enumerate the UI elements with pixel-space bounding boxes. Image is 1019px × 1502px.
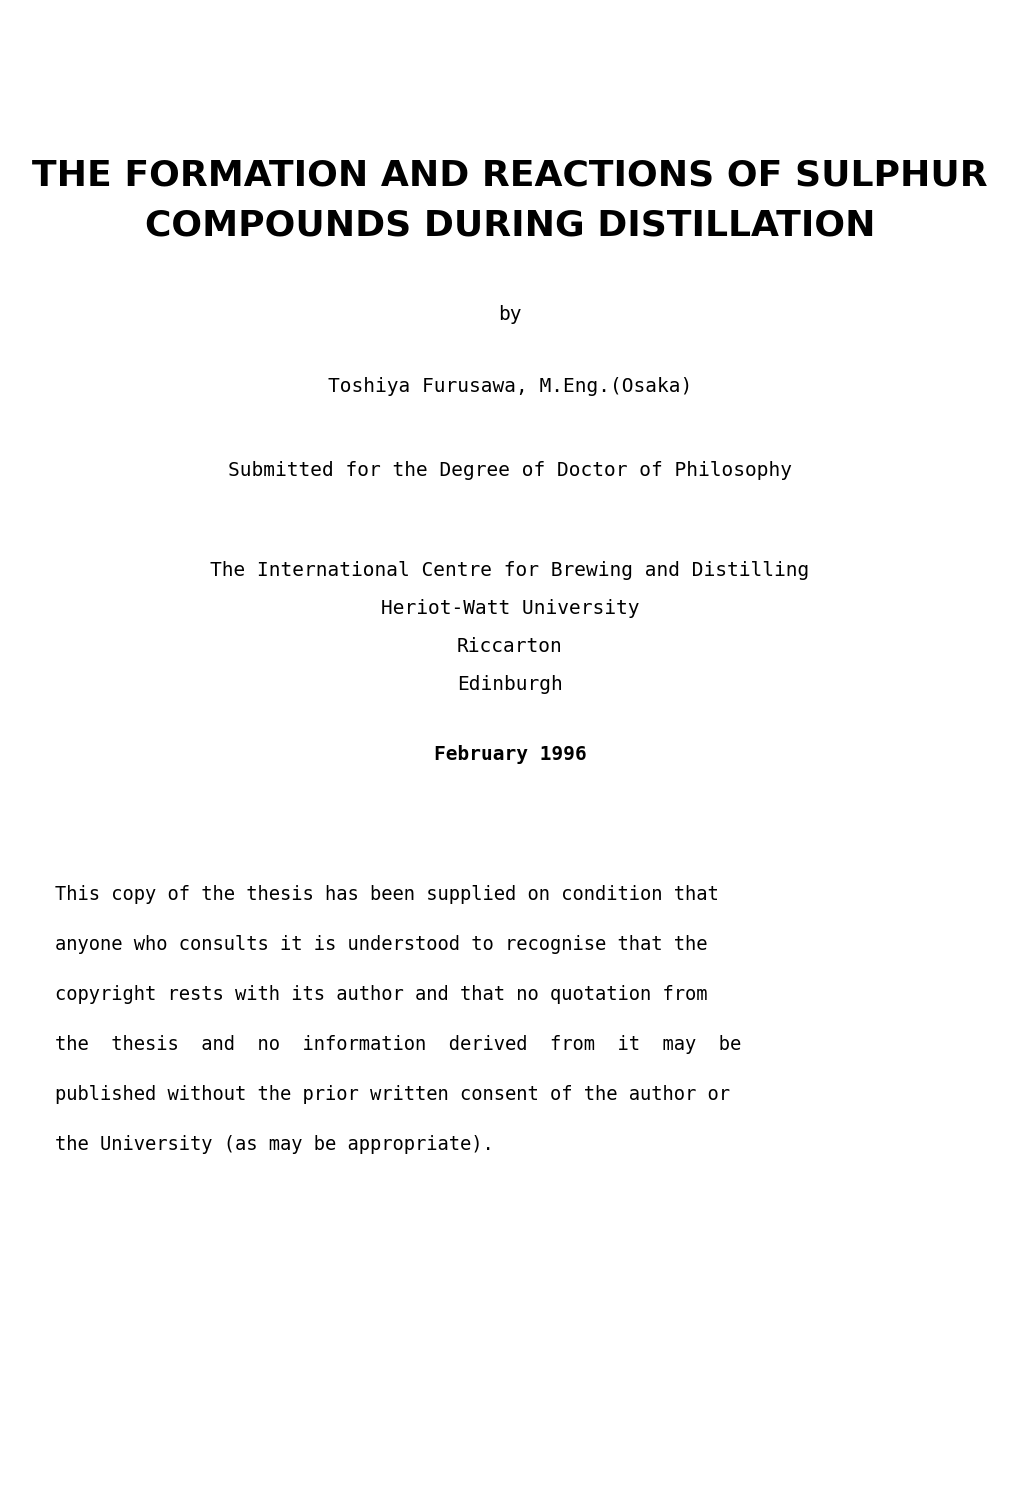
Text: COMPOUNDS DURING DISTILLATION: COMPOUNDS DURING DISTILLATION <box>145 207 874 242</box>
Text: published without the prior written consent of the author or: published without the prior written cons… <box>55 1086 730 1104</box>
Text: by: by <box>497 305 522 324</box>
Text: Edinburgh: Edinburgh <box>457 674 562 694</box>
Text: The International Centre for Brewing and Distilling: The International Centre for Brewing and… <box>210 560 809 580</box>
Text: This copy of the thesis has been supplied on condition that: This copy of the thesis has been supplie… <box>55 886 718 904</box>
Text: Riccarton: Riccarton <box>457 637 562 655</box>
Text: anyone who consults it is understood to recognise that the: anyone who consults it is understood to … <box>55 936 707 954</box>
Text: the University (as may be appropriate).: the University (as may be appropriate). <box>55 1136 493 1155</box>
Text: Toshiya Furusawa, M.Eng.(Osaka): Toshiya Furusawa, M.Eng.(Osaka) <box>327 377 692 397</box>
Text: THE FORMATION AND REACTIONS OF SULPHUR: THE FORMATION AND REACTIONS OF SULPHUR <box>33 158 986 192</box>
Text: copyright rests with its author and that no quotation from: copyright rests with its author and that… <box>55 985 707 1005</box>
Text: February 1996: February 1996 <box>433 745 586 765</box>
Text: Submitted for the Degree of Doctor of Philosophy: Submitted for the Degree of Doctor of Ph… <box>228 461 791 479</box>
Text: the  thesis  and  no  information  derived  from  it  may  be: the thesis and no information derived fr… <box>55 1035 741 1054</box>
Text: Heriot-Watt University: Heriot-Watt University <box>380 598 639 617</box>
